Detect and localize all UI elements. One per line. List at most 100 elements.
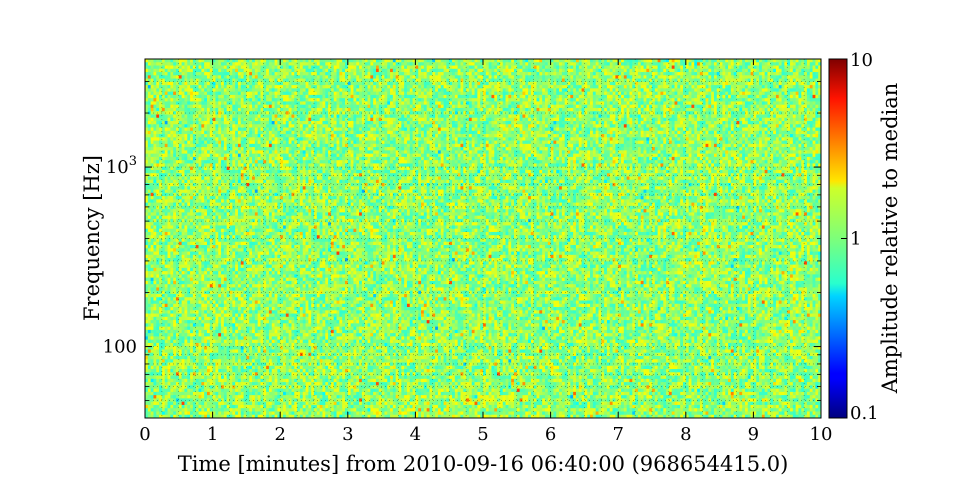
heatmap-cell bbox=[483, 98, 486, 102]
heatmap-cell bbox=[252, 82, 255, 86]
heatmap-cell bbox=[694, 75, 697, 79]
heatmap-cell bbox=[376, 72, 379, 76]
heatmap-cell bbox=[308, 88, 311, 92]
heatmap-cell bbox=[418, 88, 421, 92]
heatmap-cell bbox=[737, 95, 740, 99]
heatmap-cell bbox=[782, 82, 785, 86]
heatmap-cell bbox=[359, 82, 362, 86]
heatmap-cell bbox=[368, 59, 371, 63]
heatmap-cell bbox=[649, 85, 652, 89]
heatmap-cell bbox=[472, 124, 475, 128]
heatmap-cell bbox=[725, 85, 728, 89]
heatmap-cell bbox=[238, 101, 241, 105]
heatmap-cell bbox=[508, 75, 511, 79]
heatmap-cell bbox=[379, 121, 382, 125]
heatmap-cell bbox=[356, 121, 359, 125]
heatmap-cell bbox=[503, 72, 506, 76]
heatmap-cell bbox=[230, 82, 233, 86]
heatmap-cell bbox=[232, 72, 235, 76]
heatmap-cell bbox=[153, 118, 156, 122]
heatmap-cell bbox=[556, 92, 559, 96]
heatmap-cell bbox=[339, 75, 342, 79]
heatmap-cell bbox=[604, 108, 607, 112]
heatmap-cell bbox=[204, 108, 207, 112]
heatmap-cell bbox=[230, 75, 233, 79]
heatmap-cell bbox=[320, 66, 323, 70]
heatmap-cell bbox=[218, 75, 221, 79]
heatmap-cell bbox=[483, 121, 486, 125]
heatmap-cell bbox=[452, 59, 455, 63]
heatmap-cell bbox=[621, 62, 624, 66]
heatmap-cell bbox=[610, 95, 613, 99]
heatmap-cell bbox=[280, 72, 283, 76]
heatmap-cell bbox=[325, 59, 328, 63]
heatmap-cell bbox=[415, 92, 418, 96]
heatmap-cell bbox=[559, 62, 562, 66]
heatmap-cell bbox=[255, 108, 258, 112]
heatmap-cell bbox=[568, 66, 571, 70]
heatmap-cell bbox=[263, 124, 266, 128]
heatmap-cell bbox=[629, 118, 632, 122]
heatmap-cell bbox=[618, 111, 621, 115]
heatmap-cell bbox=[204, 124, 207, 128]
heatmap-cell bbox=[556, 69, 559, 73]
heatmap-cell bbox=[421, 62, 424, 66]
heatmap-cell bbox=[782, 62, 785, 66]
heatmap-cell bbox=[224, 121, 227, 125]
heatmap-cell bbox=[497, 92, 500, 96]
heatmap-cell bbox=[303, 59, 306, 63]
heatmap-cell bbox=[213, 72, 216, 76]
heatmap-cell bbox=[156, 69, 159, 73]
heatmap-cell bbox=[489, 101, 492, 105]
heatmap-cell bbox=[362, 62, 365, 66]
heatmap-cell bbox=[635, 69, 638, 73]
heatmap-cell bbox=[300, 118, 303, 122]
heatmap-cell bbox=[255, 69, 258, 73]
heatmap-cell bbox=[359, 92, 362, 96]
heatmap-cell bbox=[235, 72, 238, 76]
heatmap-cell bbox=[506, 105, 509, 109]
heatmap-cell bbox=[787, 88, 790, 92]
heatmap-cell bbox=[483, 66, 486, 70]
heatmap-cell bbox=[337, 82, 340, 86]
heatmap-cell bbox=[221, 79, 224, 83]
heatmap-cell bbox=[317, 69, 320, 73]
heatmap-cell bbox=[204, 88, 207, 92]
heatmap-cell bbox=[322, 72, 325, 76]
heatmap-cell bbox=[390, 69, 393, 73]
heatmap-cell bbox=[644, 95, 647, 99]
heatmap-cell bbox=[300, 72, 303, 76]
heatmap-cell bbox=[334, 59, 337, 63]
heatmap-cell bbox=[641, 108, 644, 112]
heatmap-cell bbox=[629, 72, 632, 76]
heatmap-cell bbox=[396, 121, 399, 125]
heatmap-cell bbox=[283, 98, 286, 102]
heatmap-cell bbox=[517, 88, 520, 92]
heatmap-cell bbox=[742, 108, 745, 112]
heatmap-cell bbox=[703, 92, 706, 96]
heatmap-cell bbox=[621, 95, 624, 99]
heatmap-cell bbox=[745, 88, 748, 92]
heatmap-cell bbox=[235, 88, 238, 92]
heatmap-cell bbox=[213, 118, 216, 122]
heatmap-cell bbox=[686, 82, 689, 86]
heatmap-cell bbox=[263, 62, 266, 66]
heatmap-cell bbox=[187, 124, 190, 128]
heatmap-cell bbox=[506, 69, 509, 73]
heatmap-cell bbox=[624, 98, 627, 102]
heatmap-cell bbox=[632, 62, 635, 66]
heatmap-cell bbox=[187, 79, 190, 83]
heatmap-cell bbox=[241, 114, 244, 118]
heatmap-cell bbox=[235, 114, 238, 118]
heatmap-cell bbox=[722, 92, 725, 96]
heatmap-cell bbox=[173, 121, 176, 125]
heatmap-cell bbox=[353, 88, 356, 92]
heatmap-cell bbox=[221, 72, 224, 76]
heatmap-cell bbox=[660, 79, 663, 83]
heatmap-cell bbox=[815, 82, 818, 86]
heatmap-cell bbox=[694, 66, 697, 70]
heatmap-cell bbox=[638, 88, 641, 92]
heatmap-cell bbox=[246, 79, 249, 83]
heatmap-cell bbox=[782, 98, 785, 102]
heatmap-cell bbox=[720, 101, 723, 105]
